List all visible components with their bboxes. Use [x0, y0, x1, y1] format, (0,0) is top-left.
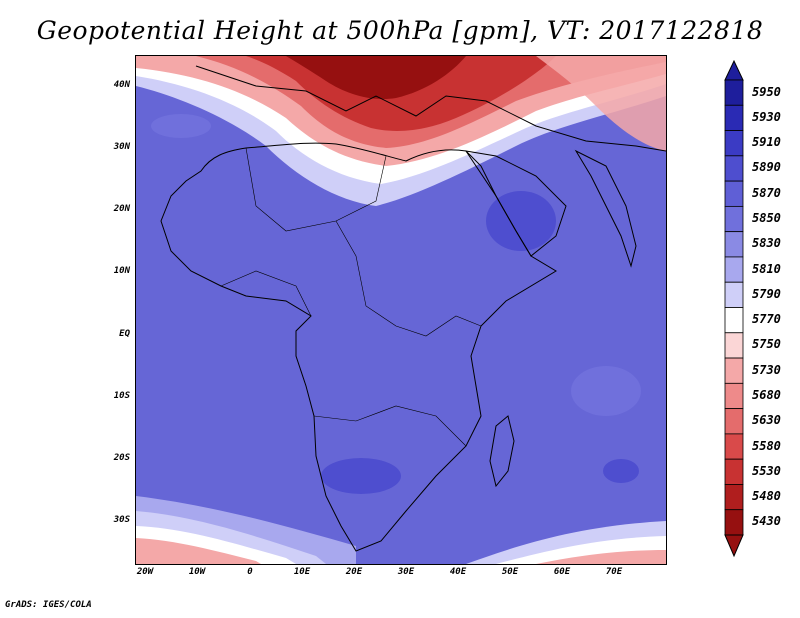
x-tick-50e: 50E [501, 567, 519, 577]
map-title: Geopotential Height at 500hPa [gpm], VT:… [36, 16, 764, 45]
colorbar-label-5430: 5430 [752, 514, 781, 529]
contour-kalahari-5890 [321, 458, 401, 494]
colorbar-segment-5430 [724, 509, 744, 536]
y-tick-10n: 10N [113, 266, 130, 276]
colorbar-label-5830: 5830 [752, 236, 781, 251]
y-tick-eq: EQ [119, 329, 130, 339]
country-borders-south [313, 405, 467, 447]
colorbar-label-5480: 5480 [752, 489, 781, 504]
contour-indian-5890 [603, 459, 639, 483]
colorbar-label-5630: 5630 [752, 413, 781, 428]
colorbar-bottom-arrow [724, 534, 744, 558]
colorbar-segment-5790 [724, 281, 744, 308]
colorbar-label-5580: 5580 [752, 438, 781, 453]
colorbar-label-5850: 5850 [752, 211, 781, 226]
y-tick-30s: 30S [113, 515, 130, 525]
colorbar-segment-5530 [724, 458, 744, 485]
colorbar-segment-5830 [724, 231, 744, 258]
colorbar-segment-5750 [724, 332, 744, 359]
y-tick-40n: 40N [113, 80, 130, 90]
madagascar-coastline [489, 415, 515, 488]
colorbar-label-5730: 5730 [752, 362, 781, 377]
country-borders-west [220, 270, 312, 317]
india-coastline [574, 149, 637, 268]
colorbar-label-5870: 5870 [752, 185, 781, 200]
contour-south-5730 [136, 538, 261, 564]
arabia-coastline [464, 150, 567, 257]
colorbar-label-5950: 5950 [752, 84, 781, 99]
y-tick-10s: 10S [113, 391, 130, 401]
x-tick-30e: 30E [397, 567, 415, 577]
colorbar-segment-5810 [724, 256, 744, 283]
colorbar-segment-5950 [724, 79, 744, 106]
colorbar-label-5810: 5810 [752, 261, 781, 276]
contour-arabia-5890 [486, 191, 556, 251]
colorbar-segment-5850 [724, 205, 744, 233]
colorbar-label-5530: 5530 [752, 463, 781, 478]
x-tick-70e: 70E [605, 567, 623, 577]
colorbar-label-5890: 5890 [752, 160, 781, 175]
contour-east-5730 [536, 56, 666, 151]
x-tick-20e: 20E [345, 567, 363, 577]
colorbar-segment-5930 [724, 104, 744, 131]
colorbar-segment-5730 [724, 357, 744, 384]
country-borders-north [245, 147, 387, 232]
colorbar-segment-5480 [724, 484, 744, 511]
colorbar-label-5770: 5770 [752, 312, 781, 327]
africa-coastline [160, 142, 557, 552]
colorbar-segment-5890 [724, 155, 744, 182]
colorbar-label-5930: 5930 [752, 109, 781, 124]
colorbar-segment-5910 [724, 130, 744, 157]
x-tick-10e: 10E [293, 567, 311, 577]
colorbar-label-5790: 5790 [752, 286, 781, 301]
grads-credit: GrADS: IGES/COLA [5, 600, 92, 610]
colorbar-segments [724, 79, 744, 536]
contour-5430 [286, 56, 466, 100]
colorbar-label-5910: 5910 [752, 135, 781, 150]
contour-indian-5850 [571, 366, 641, 416]
colorbar-segment-5770 [724, 307, 744, 334]
colorbar-segment-5870 [724, 180, 744, 207]
colorbar-label-5680: 5680 [752, 387, 781, 402]
y-tick-20s: 20S [113, 453, 130, 463]
colorbar [724, 60, 744, 558]
colorbar-top-arrow [724, 60, 744, 81]
x-tick-60e: 60E [553, 567, 571, 577]
colorbar-segment-5630 [724, 408, 744, 435]
x-tick-40e: 40E [449, 567, 467, 577]
colorbar-segment-5580 [724, 433, 744, 460]
x-tick-10w: 10W [188, 567, 206, 577]
geopotential-field [136, 56, 666, 564]
colorbar-label-5750: 5750 [752, 337, 781, 352]
y-tick-30n: 30N [113, 142, 130, 152]
contour-atlantic-5850 [151, 114, 211, 138]
europe-coastline [195, 65, 666, 152]
x-tick-20w: 20W [136, 567, 154, 577]
contour-se-5730 [536, 550, 666, 564]
colorbar-segment-5680 [724, 382, 744, 410]
x-tick-0: 0 [247, 567, 253, 577]
map-plot-area [135, 55, 667, 565]
y-tick-20n: 20N [113, 204, 130, 214]
country-borders-central [335, 220, 482, 337]
